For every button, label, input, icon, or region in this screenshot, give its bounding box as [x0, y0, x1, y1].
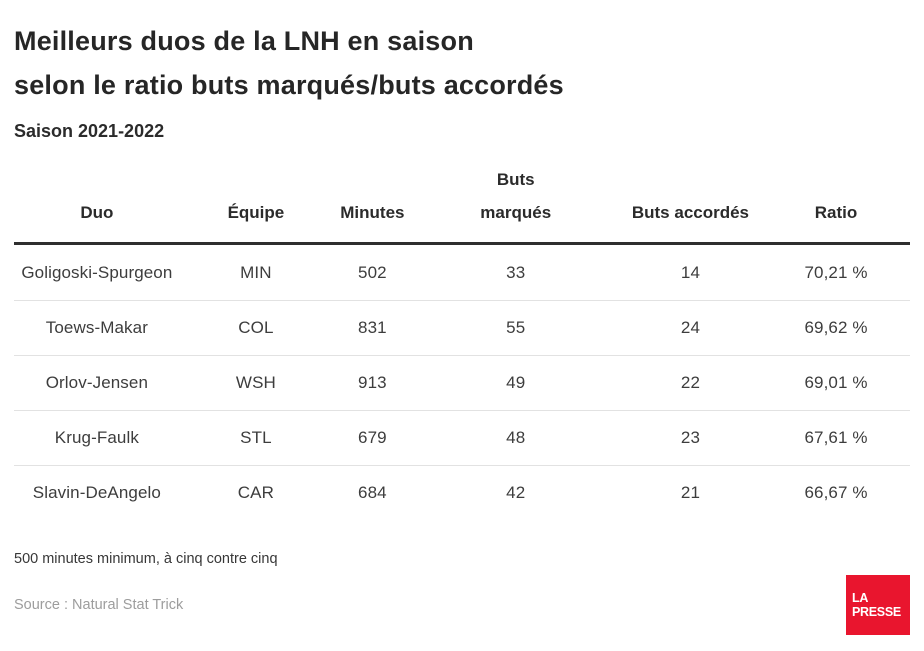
cell-buts-marques: 49	[506, 373, 526, 392]
page-footer: Source : Natural Stat Trick LA PRESSE	[14, 575, 910, 635]
cell-equipe: CAR	[237, 483, 274, 502]
column-header-buts-accordes: Buts accordés	[631, 203, 750, 222]
column-header-duo: Duo	[80, 203, 114, 222]
column-header-buts-marques: Buts marqués	[480, 170, 552, 222]
cell-minutes: 831	[358, 318, 387, 337]
cell-minutes: 913	[358, 373, 387, 392]
cell-buts-marques: 42	[506, 483, 526, 502]
table-row: Toews-Makar COL 831 55 24 69,62 %	[14, 300, 910, 355]
column-header-minutes: Minutes	[340, 203, 405, 222]
table-header-row: Duo Équipe Minutes Buts marqués Buts acc…	[14, 163, 910, 245]
la-presse-logo: LA PRESSE	[846, 575, 910, 635]
cell-minutes: 679	[358, 428, 387, 447]
page-title: Meilleurs duos de la LNH en saison selon…	[14, 26, 564, 100]
logo-text-la: LA	[852, 591, 869, 605]
cell-buts-marques: 48	[506, 428, 526, 447]
table-row: Slavin-DeAngelo CAR 684 42 21 66,67 %	[14, 465, 910, 520]
cell-ratio: 66,67 %	[804, 483, 868, 502]
cell-buts-accordes: 21	[680, 483, 700, 502]
cell-duo: Toews-Makar	[45, 318, 148, 337]
table-row: Goligoski-Spurgeon MIN 502 33 14 70,21 %	[14, 245, 910, 300]
cell-duo: Orlov-Jensen	[45, 373, 149, 392]
cell-equipe: STL	[240, 428, 272, 447]
cell-equipe: COL	[238, 318, 274, 337]
cell-buts-accordes: 14	[680, 262, 700, 282]
cell-minutes: 684	[358, 483, 387, 502]
infographic-page: Meilleurs duos de la LNH en saison selon…	[0, 19, 924, 651]
column-header-equipe: Équipe	[227, 203, 285, 222]
cell-duo: Goligoski-Spurgeon	[21, 262, 173, 282]
page-subtitle: Saison 2021-2022	[14, 121, 165, 141]
cell-duo: Krug-Faulk	[54, 428, 139, 447]
cell-equipe: WSH	[235, 373, 276, 392]
cell-ratio: 70,21 %	[804, 262, 868, 282]
cell-buts-accordes: 23	[680, 428, 700, 447]
cell-buts-accordes: 22	[680, 373, 700, 392]
cell-minutes: 502	[358, 262, 387, 282]
column-header-ratio: Ratio	[814, 203, 858, 222]
cell-ratio: 69,01 %	[804, 373, 868, 392]
table-row: Orlov-Jensen WSH 913 49 22 69,01 %	[14, 355, 910, 410]
cell-buts-accordes: 24	[680, 318, 700, 337]
cell-ratio: 69,62 %	[804, 318, 868, 337]
table-footnote: 500 minutes minimum, à cinq contre cinq	[14, 551, 278, 567]
source-credit: Source : Natural Stat Trick	[14, 597, 184, 613]
cell-equipe: MIN	[240, 262, 272, 282]
table-row: Krug-Faulk STL 679 48 23 67,61 %	[14, 410, 910, 465]
logo-text-presse: PRESSE	[852, 605, 901, 619]
cell-buts-marques: 33	[506, 262, 526, 282]
cell-buts-marques: 55	[506, 318, 526, 337]
cell-duo: Slavin-DeAngelo	[32, 483, 161, 502]
cell-ratio: 67,61 %	[804, 428, 868, 447]
